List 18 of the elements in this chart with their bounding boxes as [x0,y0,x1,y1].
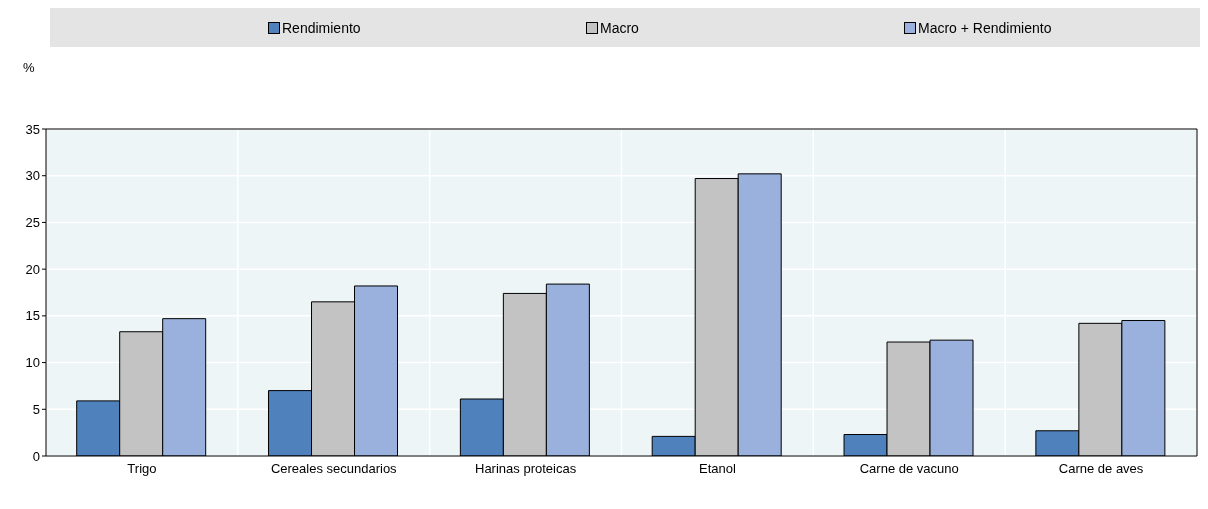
y-axis-title: % [23,60,35,75]
y-tick-label: 35 [25,121,40,137]
y-tick-label: 30 [25,168,40,184]
y-tick-label: 15 [25,308,40,324]
y-tick-label: 0 [32,448,40,464]
x-tick-label: Carne de vacuno [859,461,959,477]
x-tick-label: Etanol [698,461,736,477]
x-tick-label: Trigo [127,461,157,477]
legend-label: Macro + Rendimiento [918,19,1052,36]
y-tick-label: 25 [25,215,40,231]
x-tick-label: Carne de aves [1058,461,1144,477]
y-tick-label: 5 [32,401,40,417]
x-tick-label: Harinas proteicas [475,461,577,477]
legend-label: Macro [600,19,639,36]
y-tick-label: 20 [25,261,40,277]
legend-label: Rendimiento [282,19,361,36]
y-tick-label: 10 [25,355,40,371]
x-tick-label: Cereales secundarios [270,461,398,477]
